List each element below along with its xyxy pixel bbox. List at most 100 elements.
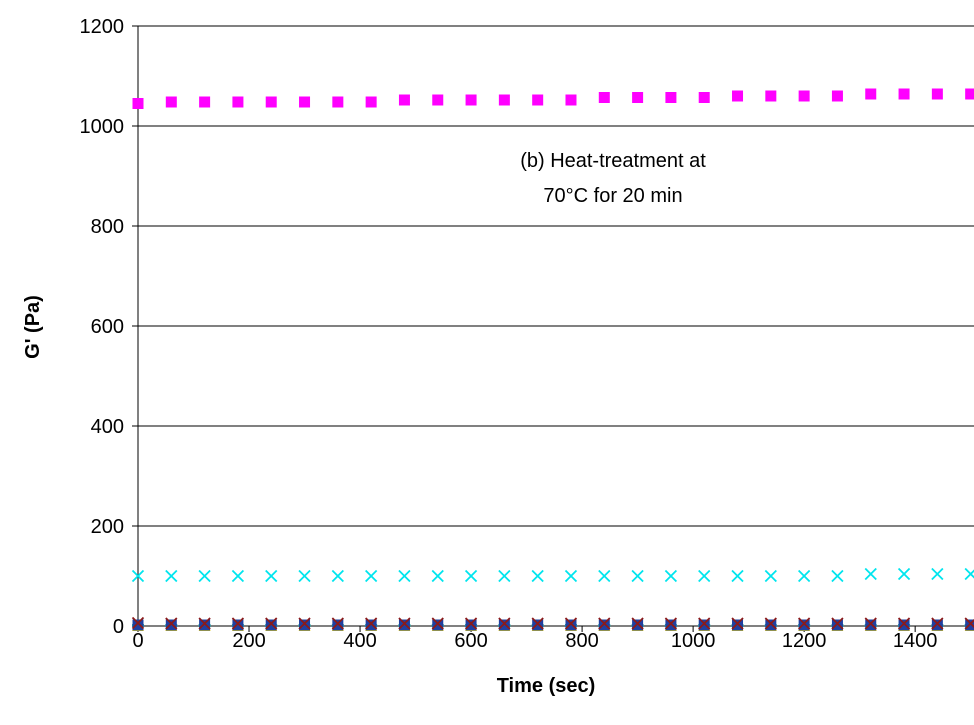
data-point xyxy=(831,617,844,630)
y-tick-label: 600 xyxy=(91,316,124,338)
data-point xyxy=(698,92,710,103)
data-point xyxy=(331,617,344,630)
x-tick-label: 0 xyxy=(132,630,143,652)
data-point xyxy=(331,569,344,583)
data-point xyxy=(231,617,245,630)
data-point xyxy=(198,617,211,630)
data-point xyxy=(431,569,444,583)
y-axis-title: G' (Pa) xyxy=(22,295,44,359)
series-1 xyxy=(131,567,974,583)
x-tick-label: 400 xyxy=(343,630,376,652)
data-point xyxy=(831,569,844,583)
data-point xyxy=(132,619,144,631)
x-tick-label: 600 xyxy=(454,630,487,652)
data-point xyxy=(299,96,311,108)
y-tick-label: 200 xyxy=(91,516,124,538)
axes xyxy=(132,25,974,632)
series-3 xyxy=(132,619,974,631)
data-point xyxy=(464,617,478,630)
data-point xyxy=(432,619,444,631)
data-point xyxy=(797,617,811,630)
data-point xyxy=(831,90,843,102)
x-tick-labels: 0 200 400 600 800 1000 1200 1400 xyxy=(132,630,937,652)
data-point xyxy=(165,619,177,631)
data-point xyxy=(897,567,911,581)
data-point xyxy=(664,569,678,583)
y-tick-labels: 0 200 400 600 800 1000 1200 xyxy=(80,16,125,638)
data-point xyxy=(897,617,911,630)
annotation-line-1: (b) Heat-treatment at xyxy=(520,150,706,172)
data-point xyxy=(531,569,544,583)
data-point xyxy=(898,88,910,100)
data-point xyxy=(798,90,810,102)
data-point xyxy=(731,569,744,583)
data-point xyxy=(265,617,278,630)
data-point xyxy=(965,88,974,100)
data-point xyxy=(765,619,777,631)
data-point xyxy=(432,94,444,106)
data-series xyxy=(131,88,974,631)
data-point xyxy=(598,569,611,583)
y-tick-label: 0 xyxy=(113,616,124,638)
data-point xyxy=(532,94,544,106)
series-2 xyxy=(131,616,974,630)
y-tick-label: 1200 xyxy=(80,16,125,38)
data-point xyxy=(565,619,577,631)
data-point xyxy=(698,617,711,630)
x-tick-label: 1000 xyxy=(671,630,716,652)
data-point xyxy=(864,567,877,581)
data-point xyxy=(565,94,577,106)
data-point xyxy=(398,94,410,106)
data-point xyxy=(598,619,610,631)
data-point xyxy=(631,569,644,583)
data-point xyxy=(498,569,511,583)
data-point xyxy=(198,569,211,583)
data-point xyxy=(665,92,677,103)
data-point xyxy=(498,94,510,106)
y-tick-label: 1000 xyxy=(80,116,125,138)
data-point xyxy=(964,617,974,630)
data-point xyxy=(398,619,410,631)
data-point xyxy=(332,96,344,108)
data-point xyxy=(465,94,477,106)
data-point xyxy=(232,96,244,108)
x-axis-title: Time (sec) xyxy=(497,675,596,697)
annotation-line-2: 70°C for 20 min xyxy=(543,185,682,207)
data-point xyxy=(332,619,344,631)
data-point xyxy=(598,617,611,630)
data-point xyxy=(831,619,843,631)
data-point xyxy=(764,569,777,583)
data-point xyxy=(865,88,877,100)
data-point xyxy=(864,617,877,630)
data-point xyxy=(631,617,644,630)
data-point xyxy=(532,619,544,631)
series-0 xyxy=(132,88,974,109)
data-point xyxy=(764,617,777,630)
data-point xyxy=(531,617,544,630)
data-point xyxy=(365,569,378,583)
data-point xyxy=(598,92,610,103)
data-point xyxy=(199,96,211,108)
data-point xyxy=(732,90,744,102)
data-point xyxy=(398,617,411,630)
data-point xyxy=(564,617,578,630)
data-point xyxy=(797,569,811,583)
data-point xyxy=(765,90,777,102)
data-point xyxy=(265,619,277,631)
x-tick-label: 800 xyxy=(565,630,598,652)
data-point xyxy=(564,569,578,583)
y-tick-label: 400 xyxy=(91,416,124,438)
data-point xyxy=(698,569,711,583)
data-point xyxy=(964,567,974,581)
data-point xyxy=(265,96,277,108)
data-point xyxy=(632,619,644,631)
data-point xyxy=(131,569,145,583)
data-point xyxy=(298,569,311,583)
data-point xyxy=(165,617,178,630)
gridlines xyxy=(138,25,974,527)
data-point xyxy=(199,619,211,631)
data-point xyxy=(498,617,511,630)
data-point xyxy=(131,616,145,630)
data-point xyxy=(265,569,278,583)
